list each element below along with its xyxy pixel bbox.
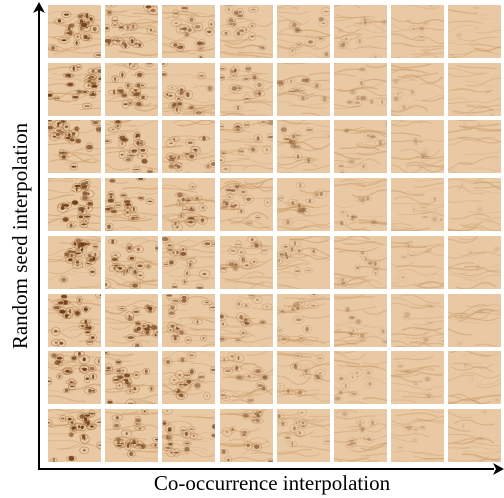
texture-tile <box>219 293 273 347</box>
texture-tile <box>162 235 216 289</box>
texture-tile <box>391 62 445 116</box>
texture-tile <box>105 408 159 462</box>
texture-tile <box>276 178 330 232</box>
texture-tile <box>391 178 445 232</box>
texture-tile <box>276 293 330 347</box>
texture-tile <box>334 351 387 405</box>
texture-tile <box>276 235 330 289</box>
texture-tile <box>162 120 216 174</box>
texture-tile <box>276 62 330 116</box>
y-axis-line <box>38 10 40 470</box>
texture-tile <box>48 120 101 174</box>
texture-tile <box>105 62 159 116</box>
texture-tile <box>162 5 216 58</box>
texture-tile <box>334 408 387 462</box>
texture-tile <box>334 62 387 116</box>
x-axis-label: Co-occurrence interpolation <box>153 471 391 495</box>
texture-tile <box>105 120 159 174</box>
texture-tile <box>334 293 387 347</box>
texture-tile <box>448 293 502 347</box>
texture-tile <box>162 351 216 405</box>
texture-tile <box>334 178 387 232</box>
y-axis-arrow-icon <box>33 2 45 13</box>
texture-tile <box>391 351 445 405</box>
texture-tile <box>219 408 273 462</box>
texture-tile <box>448 5 502 58</box>
texture-tile <box>334 120 387 174</box>
texture-tile <box>219 178 273 232</box>
texture-tile <box>391 293 445 347</box>
texture-tile <box>334 235 387 289</box>
texture-tile <box>162 62 216 116</box>
texture-tile <box>448 120 502 174</box>
texture-tile <box>162 408 216 462</box>
texture-tile <box>48 235 101 289</box>
texture-tile <box>276 5 330 58</box>
texture-tile <box>105 235 159 289</box>
texture-tile <box>391 120 445 174</box>
texture-tile <box>448 408 502 462</box>
x-axis-line <box>38 468 494 470</box>
texture-tile <box>391 235 445 289</box>
texture-tile <box>276 120 330 174</box>
texture-tile <box>48 293 101 347</box>
texture-tile <box>105 178 159 232</box>
texture-tile <box>162 293 216 347</box>
texture-tile <box>105 293 159 347</box>
texture-tile <box>448 235 502 289</box>
texture-tile <box>391 5 445 58</box>
texture-tile <box>48 178 101 232</box>
texture-tile <box>219 235 273 289</box>
texture-tile <box>334 5 387 58</box>
texture-tile <box>48 5 101 58</box>
texture-tile <box>219 351 273 405</box>
texture-tile <box>276 408 330 462</box>
y-axis-label: Random seed interpolation <box>8 122 32 350</box>
texture-tile <box>105 351 159 405</box>
texture-tile <box>448 62 502 116</box>
texture-tile <box>219 62 273 116</box>
texture-tile <box>48 62 101 116</box>
texture-tile <box>219 5 273 58</box>
x-axis-arrow-icon <box>493 463 504 475</box>
texture-tile <box>48 408 101 462</box>
texture-tile <box>48 351 101 405</box>
texture-tile <box>219 120 273 174</box>
texture-tile <box>448 178 502 232</box>
texture-tile <box>276 351 330 405</box>
texture-tile <box>162 178 216 232</box>
texture-tile <box>391 408 445 462</box>
texture-tile <box>448 351 502 405</box>
texture-tile <box>105 5 159 58</box>
